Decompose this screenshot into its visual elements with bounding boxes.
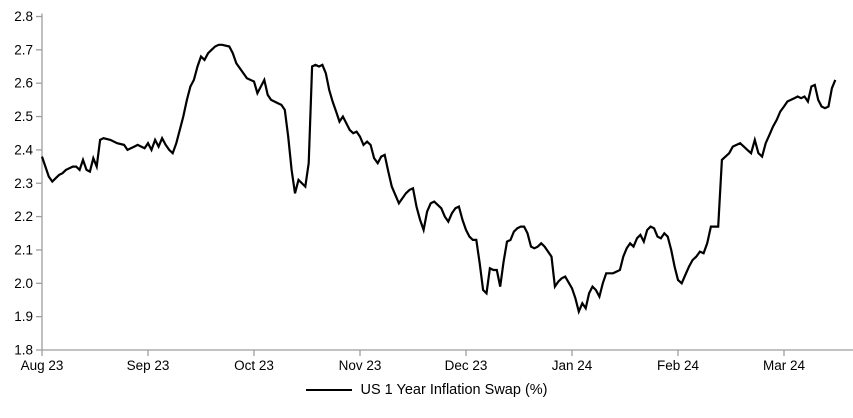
- x-axis-tick-label: Feb 24: [657, 358, 700, 373]
- y-axis-tick-label: 2.1: [14, 242, 33, 257]
- x-axis-tick-label: Aug 23: [21, 358, 64, 373]
- x-axis-tick-label: Jan 24: [552, 358, 593, 373]
- y-axis-tick-label: 2.5: [14, 109, 33, 124]
- y-axis-tick-label: 2.8: [14, 9, 33, 24]
- series-line-us-1y-inflation-swap: [40, 43, 837, 316]
- x-axis-tick-label: Sep 23: [127, 358, 170, 373]
- x-axis-tick-label: Mar 24: [763, 358, 806, 373]
- line-chart: 1.8 1.9 2.0 2.1 2.2 2.3 2.4 2.5 2.6 2.7 2.8 Aug 23 S…: [14, 9, 853, 373]
- y-axis-tick-label: 2.6: [14, 76, 33, 91]
- y-axis-tick-label: 2.7: [14, 42, 33, 57]
- y-axis-tick-label: 2.2: [14, 209, 33, 224]
- x-axis-tick-label: Dec 23: [445, 358, 488, 373]
- y-axis-tick-label: 1.8: [14, 343, 33, 358]
- y-axis-tick-label: 2.3: [14, 176, 33, 191]
- x-axis-tick-label: Oct 23: [234, 358, 274, 373]
- y-axis-tick-label: 1.9: [14, 309, 33, 324]
- legend-series-label: US 1 Year Inflation Swap (%): [360, 382, 548, 398]
- y-axis-tick-label: 2.0: [14, 276, 33, 291]
- chart-legend: US 1 Year Inflation Swap (%): [0, 382, 853, 398]
- legend-line-marker: [305, 389, 352, 391]
- x-axis-tick-label: Nov 23: [339, 358, 382, 373]
- y-axis-tick-label: 2.4: [14, 142, 33, 157]
